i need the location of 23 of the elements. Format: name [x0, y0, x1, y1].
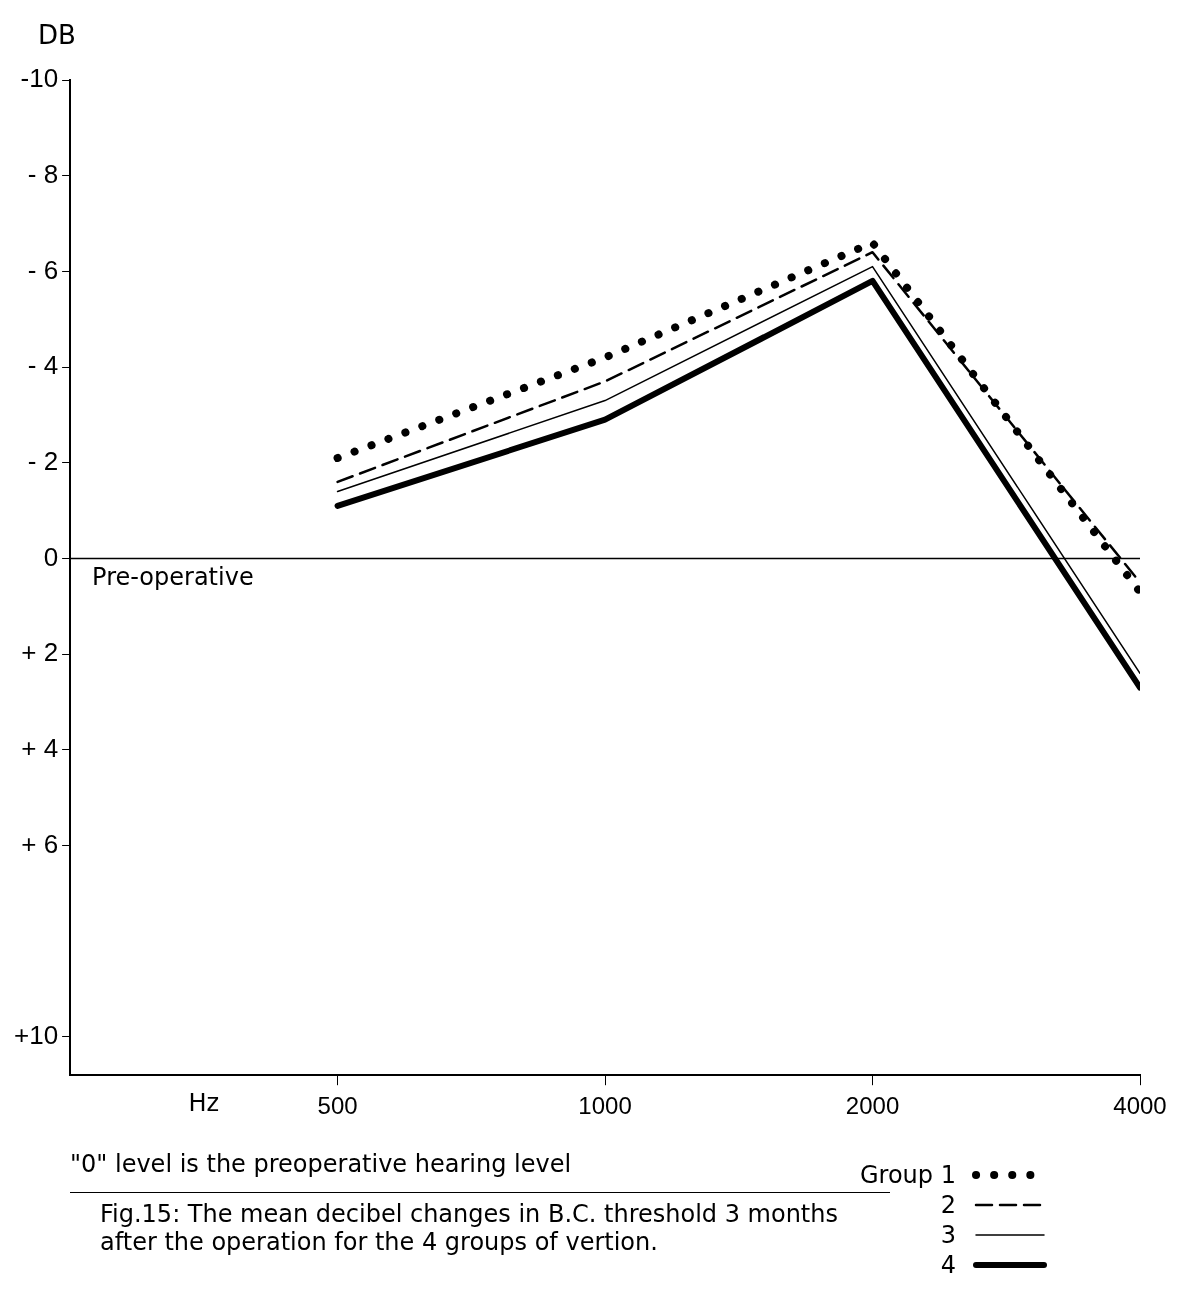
x-tick-label: 1000	[578, 1092, 632, 1120]
y-tick-label: 0	[43, 541, 59, 572]
x-tick-label: 500	[317, 1092, 358, 1120]
x-tick-label: 2000	[845, 1092, 900, 1120]
y-tick-label: - 4	[27, 350, 59, 381]
y-tick-label: + 2	[21, 637, 59, 668]
text: "0" level is the preoperative hearing level	[70, 1150, 572, 1178]
y-axis-title: DB	[38, 20, 76, 50]
x-tick-label: 4000	[1113, 1092, 1167, 1120]
legend-label: 2	[940, 1191, 956, 1219]
caption: Fig.15: The mean decibel changes in B.C. threshold 3 months after the operation for the 4 groups of vertion.	[100, 1200, 839, 1256]
y-tick-label: - 6	[27, 254, 59, 285]
ref-line-label: Pre-operative	[92, 562, 254, 591]
legend-label: 4	[940, 1251, 956, 1279]
y-tick-label: - 8	[27, 158, 59, 189]
y-tick-label: + 4	[21, 733, 59, 764]
y-tick-label: + 6	[21, 828, 59, 859]
legend-label: Group 1	[860, 1161, 956, 1189]
y-tick-label: -10	[20, 63, 59, 94]
legend-label: 3	[940, 1221, 956, 1249]
y-tick-label: +10	[13, 1020, 59, 1051]
y-tick-label: - 2	[27, 445, 59, 476]
x-axis-title: Hz	[188, 1089, 220, 1118]
